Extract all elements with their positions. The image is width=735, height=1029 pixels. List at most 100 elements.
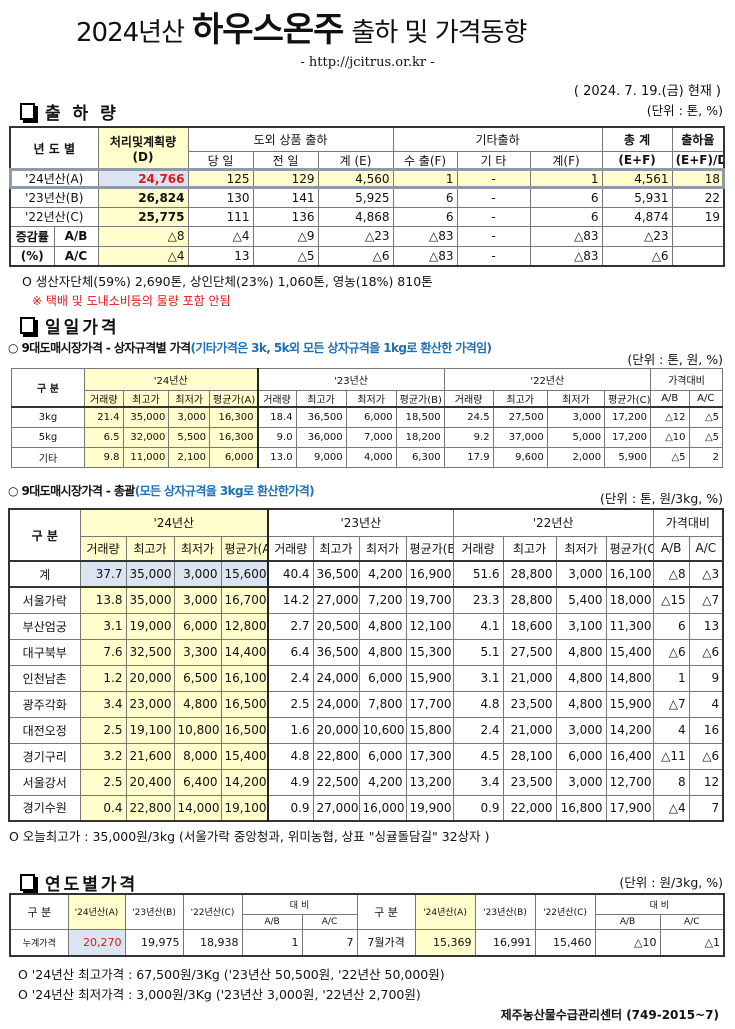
row-label: '23년산(B) — [9, 187, 99, 208]
value-cell: 6,500 — [173, 664, 222, 692]
value-cell: 7,200 — [358, 586, 407, 614]
value-cell: 16,991 — [474, 928, 536, 957]
value-cell: 6.5 — [83, 426, 124, 448]
table-row: 경기수원 0.4 22,800 14,000 19,100 0.9 27,000 16,000… — [8, 794, 724, 822]
value-cell: 20,270 — [67, 928, 126, 957]
value-cell: 13 — [187, 245, 254, 267]
footer-org: 제주농산물수급관리센터 (749-2015~7) — [500, 1008, 719, 1022]
table-row: 증감률 A/B △8 △4 △9 △23 △83- △83 △23 — [9, 225, 725, 247]
value-cell: 4,800 — [358, 612, 407, 640]
value-cell: 35,000 — [122, 406, 170, 428]
value-cell: △83 — [392, 245, 458, 267]
value-cell: 16,300 — [209, 406, 259, 428]
value-cell: 17,200 — [604, 406, 651, 428]
row-label: 광주각화 — [8, 690, 81, 718]
value-cell: 9,600 — [492, 446, 548, 468]
value-cell: 1 — [529, 168, 603, 189]
table-row: 서울가락 13.8 35,000 3,000 16,700 14.2 27,000 7,200… — [8, 586, 724, 614]
shipment-section-title: 출 하 량 — [20, 99, 119, 124]
value-cell: 12,700 — [605, 768, 654, 796]
header-day: 당 일 — [187, 150, 254, 170]
value-cell: 0.4 — [79, 794, 127, 822]
value-cell: △6 — [688, 742, 724, 770]
row-label: 7월가격 — [356, 928, 416, 957]
value-cell: △83 — [529, 245, 603, 267]
table-row: 3kg 21.4 35,000 3,000 16,300 18.4 36,500 6,000 1… — [11, 406, 724, 428]
value-cell: 6,300 — [395, 446, 445, 468]
value-cell: △1 — [659, 928, 725, 957]
value-cell: 6 — [392, 206, 458, 227]
t2-title: ○ 9대도매시장가격 - 상자규격별 가격 — [8, 341, 191, 355]
value-cell: 1 — [392, 168, 458, 189]
header-compare: 대 비 — [594, 893, 725, 915]
value-cell: 25,775 — [97, 206, 189, 227]
value-cell: 35,000 — [125, 560, 175, 588]
value-cell: 6,000 — [358, 664, 407, 692]
value-cell: 4,560 — [317, 168, 394, 189]
t2-unit: (단위 : 톤, 원, %) — [627, 352, 723, 367]
value-cell: 40.4 — [267, 560, 314, 588]
value-cell: 4.8 — [267, 742, 314, 770]
row-label: 경기수원 — [8, 794, 81, 822]
header-export: 수 출(F) — [392, 150, 458, 170]
header-2023: '23년산(B) — [124, 893, 184, 930]
header-2024: '24년산(A) — [67, 893, 126, 930]
header-2022: '22년산 — [452, 508, 654, 537]
value-cell: △5 — [688, 406, 724, 428]
value-cell: 3.4 — [452, 768, 504, 796]
value-cell: 35,000 — [125, 586, 175, 614]
value-cell: 19,900 — [405, 794, 454, 822]
value-cell: 15,460 — [534, 928, 596, 957]
value-cell: 4.9 — [267, 768, 314, 796]
table-row: 광주각화 3.4 23,000 4,800 16,500 2.5 24,000 7,800 17… — [8, 690, 724, 718]
value-cell: 4,800 — [555, 690, 607, 718]
column-header: 최저가 — [173, 535, 222, 562]
column-header: 평균가(B) — [405, 535, 454, 562]
value-cell: 19,000 — [125, 612, 175, 640]
t3-unit: (단위 : 톤, 원/3kg, %) — [599, 491, 723, 506]
value-cell: △10 — [649, 426, 690, 448]
row-label: 부산엄궁 — [8, 612, 81, 640]
value-cell: 18,000 — [605, 586, 654, 614]
value-cell: 7 — [301, 928, 358, 957]
value-cell: 10,800 — [173, 716, 222, 744]
value-cell: 13 — [688, 612, 724, 640]
value-cell: △4 — [652, 794, 690, 822]
value-cell: 19 — [671, 206, 725, 227]
column-header: 최저가 — [345, 390, 397, 408]
header-local: 도외 상품 출하 — [187, 126, 394, 152]
table-row: 대전오정 2.5 19,100 10,800 16,500 1.6 20,000 10,600… — [8, 716, 724, 744]
value-cell: △6 — [601, 245, 673, 267]
table-row: 5kg 6.5 32,000 5,500 16,300 9.0 36,000 7,000 18,… — [11, 426, 724, 448]
page-title: 2024년산 하우스온주 출하 및 가격동향 — [76, 10, 527, 50]
value-cell: 6,000 — [358, 742, 407, 770]
value-cell: 141 — [252, 187, 319, 208]
value-cell: 36,500 — [295, 406, 347, 428]
header-2024: '24년산(A) — [414, 893, 476, 930]
column-header: 최고가 — [312, 535, 360, 562]
daily-section-title: 일일가격 — [20, 313, 120, 338]
value-cell: △5 — [649, 446, 690, 468]
title-product: 하우스온주 — [192, 10, 344, 50]
header-total: 총 계 — [601, 126, 673, 152]
value-cell: △6 — [652, 638, 690, 666]
value-cell: 17.9 — [443, 446, 494, 468]
row-label: '22년산(C) — [9, 206, 99, 227]
value-cell: 9.8 — [83, 446, 124, 468]
value-cell: 9.0 — [257, 426, 297, 448]
value-cell: 24.5 — [443, 406, 494, 428]
value-cell: 12,800 — [220, 612, 270, 640]
value-cell: 5,925 — [317, 187, 394, 208]
value-cell: 16,700 — [220, 586, 270, 614]
column-header: A/C — [688, 535, 724, 562]
column-header: 최저가 — [555, 535, 607, 562]
column-header: A/B — [649, 390, 690, 408]
value-cell: 12 — [688, 768, 724, 796]
value-cell: 6,000 — [555, 742, 607, 770]
table-row: (%) A/C △4 13 △5 △6 △83- △83 △6 — [9, 245, 725, 267]
value-cell: 6,000 — [173, 612, 222, 640]
row-label: 인천남촌 — [8, 664, 81, 692]
column-header: 거래량 — [83, 390, 124, 408]
value-cell: 14,200 — [605, 716, 654, 744]
row-label: 누계가격 — [9, 928, 69, 957]
